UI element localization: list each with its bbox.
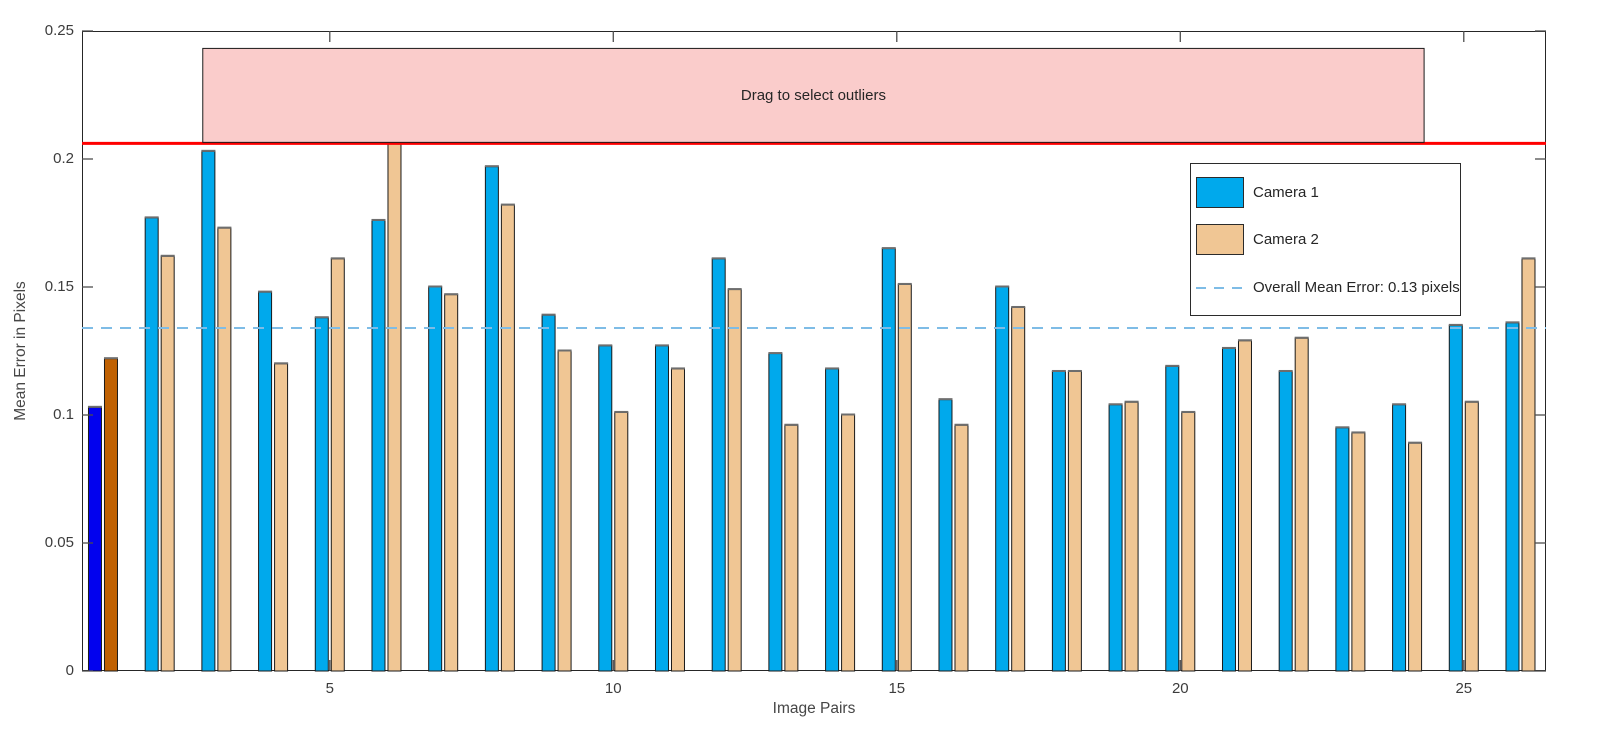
bar-camera2-pair-24[interactable]	[1408, 442, 1423, 672]
bar-camera1-pair-23[interactable]	[1335, 427, 1350, 672]
bar-camera1-pair-13[interactable]	[768, 353, 783, 672]
legend-label-mean-error: Overall Mean Error: 0.13 pixels	[1253, 279, 1460, 296]
bar-camera2-pair-20[interactable]	[1181, 411, 1196, 672]
outlier-selection-region[interactable]	[202, 47, 1425, 143]
bar-camera1-pair-12[interactable]	[711, 258, 726, 672]
y-axis-label: Mean Error in Pixels	[12, 281, 29, 421]
bar-camera1-pair-10[interactable]	[598, 345, 613, 672]
bar-camera1-pair-5[interactable]	[314, 317, 329, 672]
x-tick-label: 25	[1455, 680, 1473, 697]
bar-camera1-pair-15[interactable]	[881, 248, 896, 672]
bar-camera2-pair-3[interactable]	[217, 227, 232, 672]
y-tick-label: 0.2	[53, 150, 74, 167]
bar-camera1-pair-6[interactable]	[371, 219, 386, 672]
legend-swatch-camera2	[1196, 224, 1244, 255]
bar-camera2-pair-23[interactable]	[1351, 432, 1366, 672]
bar-camera1-pair-26[interactable]	[1505, 322, 1520, 672]
bar-camera1-pair-3[interactable]	[201, 150, 216, 672]
bar-camera1-pair-11[interactable]	[654, 345, 669, 672]
bar-camera2-pair-18[interactable]	[1067, 370, 1082, 672]
bar-camera2-pair-14[interactable]	[841, 414, 856, 672]
bar-camera2-pair-12[interactable]	[727, 289, 742, 672]
x-tick-label: 15	[888, 680, 906, 697]
bar-camera1-pair-2[interactable]	[144, 217, 159, 672]
bar-camera1-pair-24[interactable]	[1392, 404, 1407, 672]
y-tick-label: 0.15	[44, 278, 74, 295]
bar-camera2-pair-9[interactable]	[557, 350, 572, 672]
bar-camera1-pair-19[interactable]	[1108, 404, 1123, 672]
bar-camera1-pair-8[interactable]	[484, 166, 499, 672]
bar-camera2-pair-7[interactable]	[444, 294, 459, 672]
legend-label-camera2: Camera 2	[1253, 231, 1319, 248]
bar-camera2-pair-10[interactable]	[614, 411, 629, 672]
bar-camera2-pair-25[interactable]	[1464, 401, 1479, 672]
bar-camera1-pair-1[interactable]	[87, 406, 102, 672]
bar-camera1-pair-22[interactable]	[1278, 370, 1293, 672]
bar-camera1-pair-18[interactable]	[1051, 370, 1066, 672]
bar-camera2-pair-26[interactable]	[1521, 258, 1536, 672]
bar-camera1-pair-17[interactable]	[995, 286, 1010, 672]
legend-label-camera1: Camera 1	[1253, 184, 1319, 201]
bar-camera2-pair-11[interactable]	[670, 368, 685, 672]
bar-camera2-pair-1[interactable]	[103, 358, 118, 672]
bar-camera2-pair-17[interactable]	[1011, 306, 1026, 672]
legend-mean-line-sample	[1196, 287, 1246, 289]
bar-camera2-pair-21[interactable]	[1237, 340, 1252, 672]
y-tick-label: 0.05	[44, 534, 74, 551]
y-tick-label: 0.25	[44, 22, 74, 39]
x-axis-label: Image Pairs	[772, 700, 856, 717]
bar-camera2-pair-4[interactable]	[274, 363, 289, 672]
bar-camera2-pair-13[interactable]	[784, 424, 799, 672]
bar-camera1-pair-20[interactable]	[1165, 365, 1180, 672]
bar-camera1-pair-16[interactable]	[938, 399, 953, 672]
y-tick-label: 0.1	[53, 406, 74, 423]
bar-camera1-pair-21[interactable]	[1221, 347, 1236, 672]
bar-camera1-pair-9[interactable]	[541, 314, 556, 672]
bar-camera1-pair-4[interactable]	[258, 291, 273, 672]
bar-camera1-pair-7[interactable]	[428, 286, 443, 672]
bar-camera2-pair-15[interactable]	[897, 283, 912, 672]
x-tick-label: 10	[604, 680, 622, 697]
bar-camera2-pair-2[interactable]	[160, 255, 175, 672]
x-tick-label: 5	[325, 680, 334, 697]
bar-camera1-pair-25[interactable]	[1448, 324, 1463, 672]
bar-camera2-pair-6[interactable]	[387, 143, 402, 672]
bar-camera2-pair-22[interactable]	[1294, 337, 1309, 672]
y-tick-label: 0	[65, 662, 74, 679]
bar-camera2-pair-16[interactable]	[954, 424, 969, 672]
bar-camera2-pair-5[interactable]	[330, 258, 345, 672]
bar-camera1-pair-14[interactable]	[825, 368, 840, 672]
legend-swatch-camera1	[1196, 177, 1244, 208]
bar-camera2-pair-19[interactable]	[1124, 401, 1139, 672]
axes-box	[82, 31, 1546, 671]
bar-camera2-pair-8[interactable]	[500, 204, 515, 672]
legend: Camera 1 Camera 2 Overall Mean Error: 0.…	[1190, 163, 1461, 316]
x-tick-label: 20	[1171, 680, 1189, 697]
